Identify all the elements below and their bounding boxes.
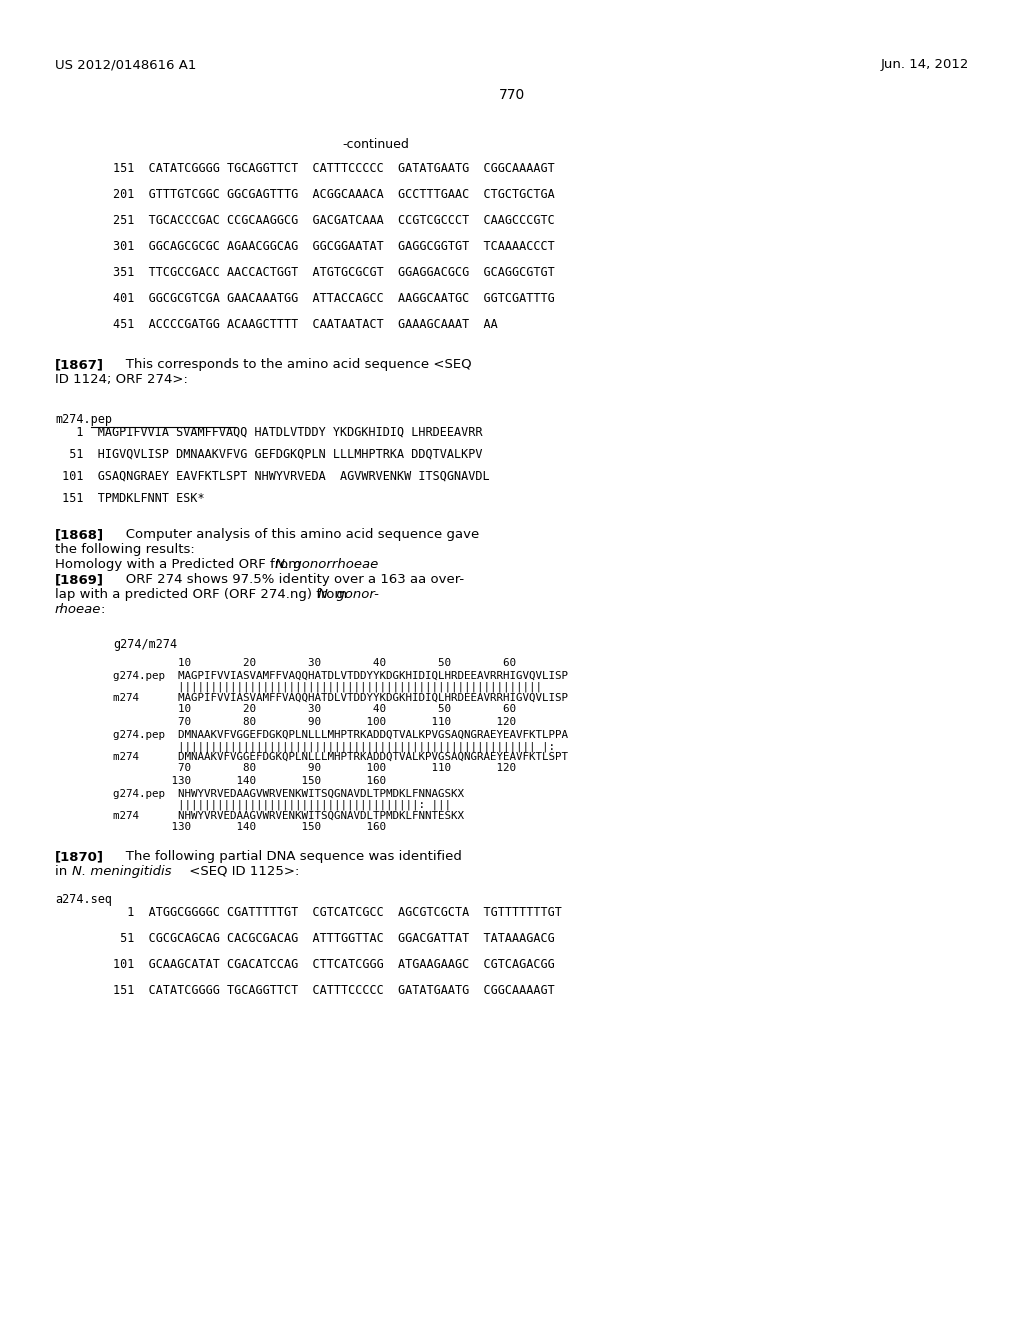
Text: 201  GTTTGTCGGC GGCGAGTTTG  ACGGCAAACA  GCCTTTGAAC  CTGCTGCTGA: 201 GTTTGTCGGC GGCGAGTTTG ACGGCAAACA GCC… — [113, 187, 555, 201]
Text: US 2012/0148616 A1: US 2012/0148616 A1 — [55, 58, 197, 71]
Text: [1867]: [1867] — [55, 358, 104, 371]
Text: 130       140       150       160: 130 140 150 160 — [113, 776, 386, 785]
Text: g274.pep  MAGPIFVVIASVAMFFVAQQHATDLVTDDYYKDGKHIDIQLHRDEEAVRRHIGVQVLISP: g274.pep MAGPIFVVIASVAMFFVAQQHATDLVTDDYY… — [113, 671, 568, 681]
Text: 10        20        30        40        50        60: 10 20 30 40 50 60 — [113, 704, 516, 714]
Text: m274      NHWYVRVEDAAGVWRVENKWITSQGNAVDLTPMDKLFNNTESKX: m274 NHWYVRVEDAAGVWRVENKWITSQGNAVDLTPMDK… — [113, 810, 464, 821]
Text: [1869]: [1869] — [55, 573, 104, 586]
Text: 151  CATATCGGGG TGCAGGTTCT  CATTTCCCCC  GATATGAATG  CGGCAAAAGT: 151 CATATCGGGG TGCAGGTTCT CATTTCCCCC GAT… — [113, 162, 555, 176]
Text: [1870]: [1870] — [55, 850, 104, 863]
Text: ID 1124; ORF 274>:: ID 1124; ORF 274>: — [55, 374, 187, 385]
Text: ||||||||||||||||||||||||||||||||||||||||||||||||||||||||: ||||||||||||||||||||||||||||||||||||||||… — [113, 682, 542, 693]
Text: 351  TTCGCCGACC AACCACTGGT  ATGTGCGCGT  GGAGGACGCG  GCAGGCGTGT: 351 TTCGCCGACC AACCACTGGT ATGTGCGCGT GGA… — [113, 267, 555, 279]
Text: 1  ATGGCGGGGC CGATTTTTGT  CGTCATCGCC  AGCGTCGCTA  TGTTTTTTTGT: 1 ATGGCGGGGC CGATTTTTGT CGTCATCGCC AGCGT… — [113, 906, 562, 919]
Text: 70        80        90       100       110       120: 70 80 90 100 110 120 — [113, 717, 516, 727]
Text: m274      DMNAAKVFVGGEFDGKQPLNLLLMHPTRKADDQTVALKPVGSAQNGRAEYEAVFKTLSPT: m274 DMNAAKVFVGGEFDGKQPLNLLLMHPTRKADDQTV… — [113, 752, 568, 762]
Text: 130       140       150       160: 130 140 150 160 — [113, 822, 386, 832]
Text: 301  GGCAGCGCGC AGAACGGCAG  GGCGGAATAT  GAGGCGGTGT  TCAAAACCCT: 301 GGCAGCGCGC AGAACGGCAG GGCGGAATAT GAG… — [113, 240, 555, 253]
Text: g274.pep  DMNAAKVFVGGEFDGKQPLNLLLMHPTRKADDQTVALKPVGSAQNGRAEYEAVFKTLPPA: g274.pep DMNAAKVFVGGEFDGKQPLNLLLMHPTRKAD… — [113, 730, 568, 741]
Text: m274.pep: m274.pep — [55, 413, 112, 426]
Text: Homology with a Predicted ORF from: Homology with a Predicted ORF from — [55, 558, 305, 572]
Text: The following partial DNA sequence was identified: The following partial DNA sequence was i… — [113, 850, 462, 863]
Text: Computer analysis of this amino acid sequence gave: Computer analysis of this amino acid seq… — [113, 528, 479, 541]
Text: 51  HIGVQVLISP DMNAAKVFVG GEFDGKQPLN LLLMHPTRKA DDQTVALKPV: 51 HIGVQVLISP DMNAAKVFVG GEFDGKQPLN LLLM… — [55, 447, 482, 461]
Text: 1  MAGPIFVVIA SVAMFFVAQQ HATDLVTDDY YKDGKHIDIQ LHRDEEAVRR: 1 MAGPIFVVIA SVAMFFVAQQ HATDLVTDDY YKDGK… — [55, 426, 482, 440]
Text: <SEQ ID 1125>:: <SEQ ID 1125>: — [185, 865, 299, 878]
Text: 10        20        30        40        50        60: 10 20 30 40 50 60 — [113, 657, 516, 668]
Text: 251  TGCACCCGAC CCGCAAGGCG  GACGATCAAA  CCGTCGCCCT  CAAGCCCGTC: 251 TGCACCCGAC CCGCAAGGCG GACGATCAAA CCG… — [113, 214, 555, 227]
Text: ||||||||||||||||||||||||||||||||||||||||||||||||||||||| |:: ||||||||||||||||||||||||||||||||||||||||… — [113, 741, 555, 751]
Text: 70        80        90       100       110       120: 70 80 90 100 110 120 — [113, 763, 516, 774]
Text: the following results:: the following results: — [55, 543, 195, 556]
Text: rhoeae: rhoeae — [55, 603, 101, 616]
Text: in: in — [55, 865, 72, 878]
Text: This corresponds to the amino acid sequence <SEQ: This corresponds to the amino acid seque… — [113, 358, 472, 371]
Text: Jun. 14, 2012: Jun. 14, 2012 — [881, 58, 969, 71]
Text: :: : — [100, 603, 104, 616]
Text: 770: 770 — [499, 88, 525, 102]
Text: N. gonorrhoeae: N. gonorrhoeae — [275, 558, 378, 572]
Text: 101  GCAAGCATAT CGACATCCAG  CTTCATCGGG  ATGAAGAAGC  CGTCAGACGG: 101 GCAAGCATAT CGACATCCAG CTTCATCGGG ATG… — [113, 958, 555, 972]
Text: N. gonor-: N. gonor- — [318, 587, 379, 601]
Text: g274.pep  NHWYVRVEDAAGVWRVENKWITSQGNAVDLTPMDKLFNNAGSKX: g274.pep NHWYVRVEDAAGVWRVENKWITSQGNAVDLT… — [113, 789, 464, 799]
Text: 101  GSAQNGRAEY EAVFKTLSPT NHWYVRVEDA  AGVWRVENKW ITSQGNAVDL: 101 GSAQNGRAEY EAVFKTLSPT NHWYVRVEDA AGV… — [55, 470, 489, 483]
Text: m274      MAGPIFVVIASVAMFFVAQQHATDLVTDDYYKDGKHIDIQLHRDEEAVRRHIGVQVLISP: m274 MAGPIFVVIASVAMFFVAQQHATDLVTDDYYKDGK… — [113, 693, 568, 704]
Text: lap with a predicted ORF (ORF 274.ng) from: lap with a predicted ORF (ORF 274.ng) fr… — [55, 587, 351, 601]
Text: |||||||||||||||||||||||||||||||||||||: |||: |||||||||||||||||||||||||||||||||||||: |… — [113, 800, 451, 810]
Text: g274/m274: g274/m274 — [113, 638, 177, 651]
Text: 451  ACCCCGATGG ACAAGCTTTT  CAATAATACT  GAAAGCAAAT  AA: 451 ACCCCGATGG ACAAGCTTTT CAATAATACT GAA… — [113, 318, 498, 331]
Text: 401  GGCGCGTCGA GAACAAATGG  ATTACCAGCC  AAGGCAATGC  GGTCGATTTG: 401 GGCGCGTCGA GAACAAATGG ATTACCAGCC AAG… — [113, 292, 555, 305]
Text: -continued: -continued — [342, 139, 409, 150]
Text: ORF 274 shows 97.5% identity over a 163 aa over-: ORF 274 shows 97.5% identity over a 163 … — [113, 573, 464, 586]
Text: [1868]: [1868] — [55, 528, 104, 541]
Text: a274.seq: a274.seq — [55, 894, 112, 906]
Text: N. meningitidis: N. meningitidis — [72, 865, 171, 878]
Text: 151  CATATCGGGG TGCAGGTTCT  CATTTCCCCC  GATATGAATG  CGGCAAAAGT: 151 CATATCGGGG TGCAGGTTCT CATTTCCCCC GAT… — [113, 983, 555, 997]
Text: 51  CGCGCAGCAG CACGCGACAG  ATTTGGTTAC  GGACGATTAT  TATAAAGACG: 51 CGCGCAGCAG CACGCGACAG ATTTGGTTAC GGAC… — [113, 932, 555, 945]
Text: 151  TPMDKLFNNT ESK*: 151 TPMDKLFNNT ESK* — [55, 492, 205, 506]
